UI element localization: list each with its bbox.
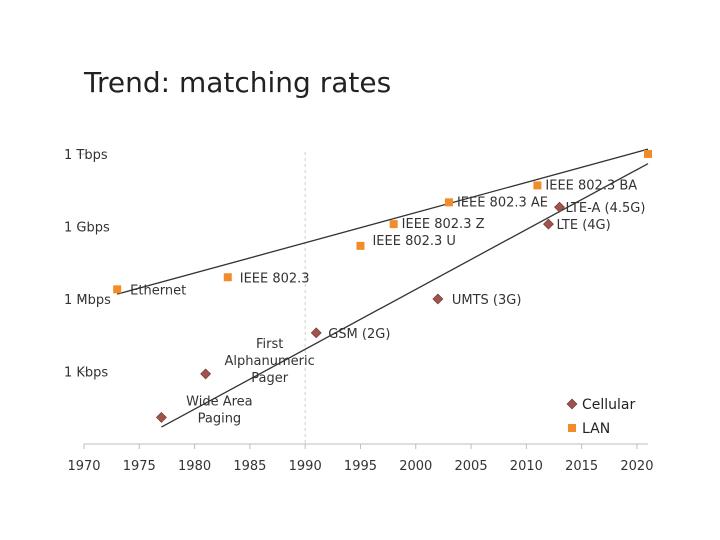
lan-point [113, 285, 122, 294]
x-tick-label: 1990 [289, 459, 322, 474]
lan-point-label: IEEE 802.3 U [372, 234, 455, 249]
cellular-point-label: LTE (4G) [556, 218, 610, 233]
legend-marker-lan [568, 424, 576, 432]
cellular-point [310, 327, 322, 339]
x-tick-label: 1975 [123, 459, 156, 474]
cellular-point [543, 218, 554, 230]
cellular-point-label: LTE-A (4.5G) [566, 201, 646, 216]
legend-label-cellular: Cellular [582, 397, 636, 413]
x-tick-label: 2020 [620, 459, 653, 474]
trend-line-lan [117, 148, 649, 295]
cellular-point-label: UMTS (3G) [452, 293, 522, 308]
lan-point-label: IEEE 802.3 [240, 271, 310, 286]
lan-point [389, 220, 398, 229]
y-tick-label: 1 Gbps [64, 221, 110, 236]
legend-label-lan: LAN [582, 421, 610, 437]
cellular-point-label: Paging [198, 411, 242, 426]
x-tick-label: 1980 [178, 459, 211, 474]
lan-point [444, 198, 453, 207]
x-tick-label: 2000 [399, 459, 432, 474]
x-tick-label: 1970 [67, 459, 100, 474]
x-tick-label: 2005 [455, 459, 488, 474]
lan-point-label: IEEE 802.3 AE [457, 195, 548, 210]
lan-point [644, 150, 652, 158]
lan-point-label: IEEE 802.3 Z [402, 217, 485, 232]
lan-point [533, 181, 542, 190]
cellular-point-label: GSM (2G) [328, 327, 390, 342]
x-tick-label: 1985 [233, 459, 266, 474]
lan-point [356, 241, 365, 250]
cellular-point-label: Alphanumeric [225, 354, 315, 369]
lan-point-label: IEEE 802.3 BA [545, 178, 637, 193]
x-tick-label: 1995 [344, 459, 377, 474]
y-tick-label: 1 Tbps [64, 148, 108, 163]
cellular-point [554, 201, 565, 213]
x-tick-label: 2010 [510, 459, 543, 474]
cellular-point-label: Wide Area [186, 394, 252, 409]
y-tick-label: 1 Kbps [64, 366, 108, 381]
cellular-point [155, 411, 167, 423]
cellular-point [200, 368, 212, 380]
lan-point [223, 273, 232, 282]
cellular-point-label: Pager [251, 371, 288, 386]
cellular-point-label: First [256, 337, 283, 352]
legend-marker-cellular [566, 398, 578, 410]
trend-line-cellular [161, 163, 649, 428]
lan-point-label: Ethernet [130, 283, 186, 298]
cellular-point [432, 293, 444, 305]
chart-title: Trend: matching rates [84, 66, 392, 99]
y-tick-label: 1 Mbps [64, 293, 111, 308]
x-tick-label: 2015 [565, 459, 598, 474]
